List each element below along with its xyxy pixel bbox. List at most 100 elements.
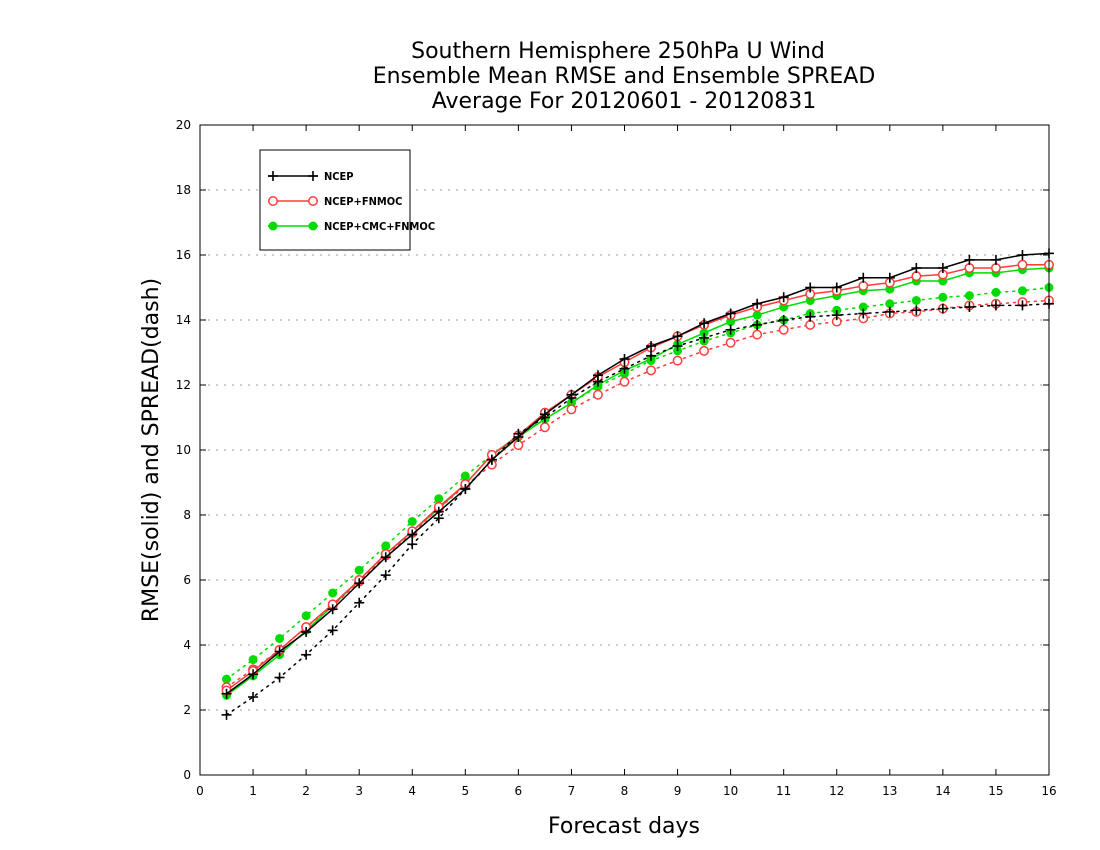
- spread-line: [225, 299, 1050, 688]
- rmse-point: [539, 409, 550, 420]
- x-tick-label: 4: [408, 784, 416, 798]
- spread-point: [381, 541, 391, 551]
- rmse-point: [619, 354, 630, 364]
- rmse-point: [327, 604, 338, 615]
- series-ncep: [221, 248, 1054, 720]
- rmse-point: [566, 389, 577, 400]
- spread-point: [566, 404, 577, 415]
- chart-title: Southern Hemisphere 250hPa U Wind Ensemb…: [373, 39, 876, 114]
- spread-point: [646, 350, 657, 361]
- rmse-point: [937, 263, 948, 273]
- y-axis-label: RMSE(solid) and SPREAD(dash): [139, 278, 164, 622]
- spread-point: [725, 324, 736, 335]
- rmse-line: [226, 264, 1049, 692]
- spread-point: [248, 692, 259, 702]
- spread-point: [460, 471, 470, 481]
- spread-point: [752, 329, 763, 340]
- spread-point: [407, 539, 418, 550]
- rmse-point: [990, 263, 1001, 273]
- spread-point: [619, 376, 630, 387]
- rmse-point: [248, 669, 259, 680]
- x-tick-label: 8: [621, 784, 629, 798]
- x-tick-label: 13: [882, 784, 897, 798]
- legend-marker: [308, 171, 318, 181]
- rmse-point: [911, 271, 922, 282]
- legend-marker: [268, 221, 278, 231]
- spread-point: [434, 494, 444, 504]
- x-tick-label: 16: [1041, 784, 1056, 798]
- rmse-point: [990, 254, 1001, 265]
- rmse-point: [672, 331, 683, 342]
- y-tick-label: 6: [183, 573, 191, 587]
- legend-label: NCEP+FNMOC: [324, 195, 402, 208]
- rmse-point: [752, 298, 763, 309]
- spread-line: [225, 286, 1050, 680]
- series-layer: [221, 248, 1054, 720]
- spread-point: [831, 310, 842, 321]
- spread-point: [274, 672, 285, 683]
- spread-point: [885, 299, 895, 309]
- spread-point: [805, 319, 816, 330]
- x-tick-label: 2: [302, 784, 310, 798]
- rmse-point: [433, 506, 444, 517]
- rmse-line: [226, 252, 1050, 695]
- rmse-point: [752, 310, 762, 320]
- y-tick-label: 4: [183, 638, 191, 652]
- rmse-point: [805, 282, 816, 293]
- rmse-point: [964, 254, 975, 265]
- x-tick-label: 6: [515, 784, 523, 798]
- spread-point: [752, 319, 763, 330]
- legend-entry: NCEP: [268, 170, 354, 183]
- rmse-point: [858, 280, 869, 291]
- spread-point: [938, 292, 948, 302]
- y-tick-label: 2: [183, 703, 191, 717]
- legend-marker: [308, 196, 318, 206]
- x-tick-label: 3: [355, 784, 363, 798]
- spread-point: [222, 674, 232, 684]
- spread-point: [1017, 286, 1027, 296]
- y-tick-label: 14: [176, 313, 191, 327]
- spread-point: [911, 305, 922, 316]
- spread-point: [354, 565, 364, 575]
- spread-point: [672, 341, 683, 351]
- y-tick-label: 0: [183, 768, 191, 782]
- legend-entry: NCEP+CMC+FNMOC: [268, 220, 435, 233]
- rmse-point: [831, 282, 842, 293]
- rmse-point: [513, 432, 524, 442]
- spread-point: [725, 337, 736, 348]
- legend-marker: [308, 221, 318, 231]
- spread-point: [964, 302, 975, 312]
- spread-point: [778, 324, 789, 335]
- series-ncep-fnmoc: [221, 259, 1054, 696]
- spread-point: [327, 625, 338, 636]
- spread-point: [221, 709, 232, 720]
- spread-point: [380, 570, 391, 581]
- legend-label: NCEP+CMC+FNMOC: [324, 220, 435, 233]
- rmse-point: [1017, 250, 1028, 260]
- legend-marker: [268, 171, 278, 181]
- series-ncep-cmc-fnmoc: [222, 263, 1054, 700]
- spread-point: [964, 291, 974, 301]
- chart-title-line-2: Ensemble Mean RMSE and Ensemble SPREAD: [373, 64, 876, 89]
- spread-point: [407, 517, 417, 526]
- spread-point: [911, 296, 921, 305]
- x-tick-label: 11: [776, 784, 791, 798]
- rmse-point: [221, 688, 232, 699]
- spread-point: [699, 345, 710, 356]
- x-tick-label: 1: [249, 784, 257, 798]
- x-tick-label: 10: [723, 784, 738, 798]
- y-tick-label: 12: [176, 378, 191, 392]
- spread-point: [301, 649, 312, 660]
- rmse-point: [911, 263, 922, 273]
- rmse-point: [460, 484, 471, 494]
- rmse-point: [592, 370, 603, 381]
- spread-point: [699, 332, 710, 343]
- spread-point: [858, 302, 868, 312]
- y-tick-label: 8: [183, 508, 191, 522]
- rmse-point: [1017, 259, 1028, 270]
- rmse-point: [354, 578, 365, 589]
- spread-point: [593, 389, 603, 400]
- spread-point: [990, 300, 1001, 311]
- spread-point: [275, 634, 285, 643]
